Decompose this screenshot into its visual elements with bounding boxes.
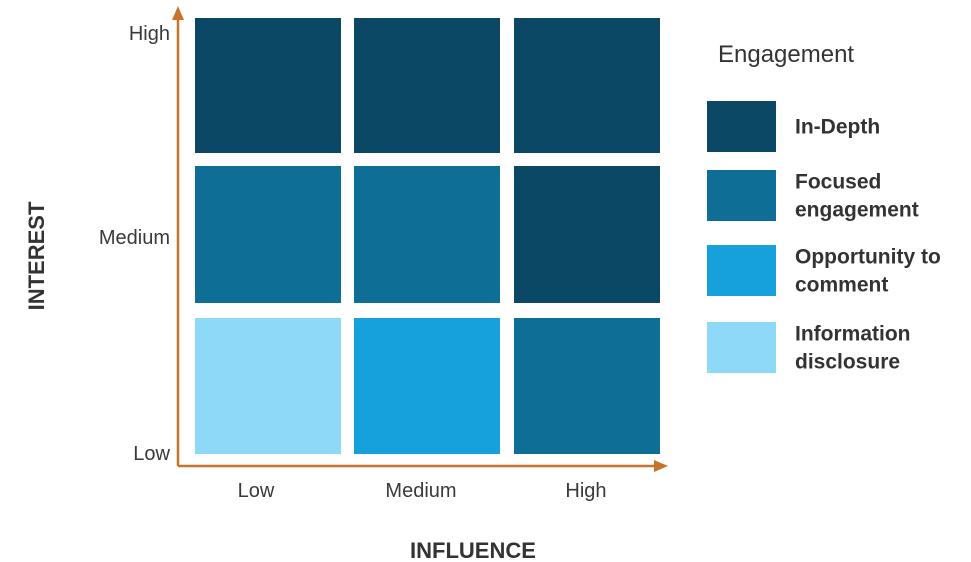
x-tick-label-low: Low (238, 480, 275, 502)
cell-high-influence-medium-interest (514, 166, 660, 303)
legend-label-focused: Focused engagement (795, 171, 919, 222)
matrix-cells (195, 18, 660, 454)
y-axis-arrow-icon (172, 6, 184, 20)
cell-high-influence-low-interest (514, 318, 660, 454)
y-tick-label-low: Low (133, 443, 170, 465)
legend-swatch-in_depth (707, 101, 776, 152)
y-axis-label: INTEREST (24, 201, 49, 310)
legend-label-information: Information disclosure (795, 323, 911, 374)
legend: Engagement In-Depth Focused engagement Oppo… (707, 41, 941, 374)
cell-low-influence-low-interest (195, 318, 341, 454)
y-tick-labels: Low Medium High (99, 23, 171, 465)
legend-swatch-opportunity (707, 245, 776, 296)
x-tick-labels: Low Medium High (238, 480, 607, 502)
axes (172, 6, 668, 472)
legend-swatch-focused (707, 170, 776, 221)
legend-label-opportunity: Opportunity to comment (795, 246, 941, 297)
x-tick-label-high: High (565, 480, 606, 502)
cell-medium-influence-low-interest (354, 318, 500, 454)
y-tick-label-medium: Medium (99, 227, 170, 249)
legend-label-in_depth: In-Depth (795, 116, 880, 139)
cell-medium-influence-medium-interest (354, 166, 500, 303)
cell-low-influence-high-interest (195, 18, 341, 153)
legend-swatch-information (707, 322, 776, 373)
cell-high-influence-high-interest (514, 18, 660, 153)
x-axis-label: INFLUENCE (410, 538, 536, 562)
x-axis-arrow-icon (654, 460, 668, 472)
legend-title: Engagement (718, 41, 854, 68)
cell-medium-influence-high-interest (354, 18, 500, 153)
cell-low-influence-medium-interest (195, 166, 341, 303)
y-tick-label-high: High (129, 23, 170, 45)
x-tick-label-medium: Medium (385, 480, 456, 502)
